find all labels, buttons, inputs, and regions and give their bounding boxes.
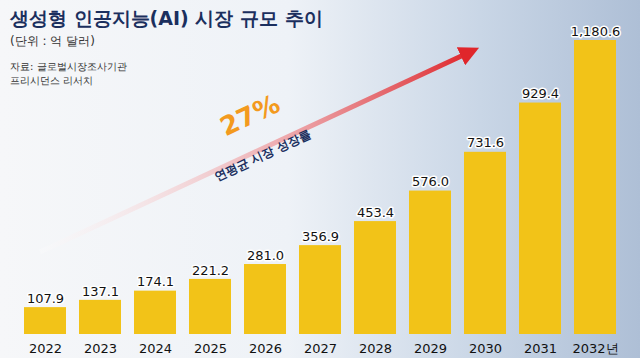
svg-text:576.0: 576.0 xyxy=(412,174,449,189)
html-text:27%: 27% xyxy=(215,88,285,142)
svg-text:929.4: 929.4 xyxy=(522,86,559,101)
svg-text:2024: 2024 xyxy=(139,341,172,356)
svg-text:221.2: 221.2 xyxy=(192,263,229,278)
svg-text:2026: 2026 xyxy=(249,341,282,356)
svg-text:107.9: 107.9 xyxy=(27,291,64,306)
svg-text:2022: 2022 xyxy=(29,341,62,356)
svg-text:2028: 2028 xyxy=(359,341,392,356)
svg-text:281.0: 281.0 xyxy=(247,248,284,263)
svg-text:2025: 2025 xyxy=(194,341,227,356)
svg-text:2029: 2029 xyxy=(414,341,447,356)
svg-text:2031: 2031 xyxy=(524,341,557,356)
svg-text:174.1: 174.1 xyxy=(137,274,174,289)
html-text:(단위 : 억 달러): (단위 : 억 달러) xyxy=(10,34,95,48)
svg-text:2030: 2030 xyxy=(469,341,502,356)
svg-text:137.1: 137.1 xyxy=(82,284,119,299)
svg-text:453.4: 453.4 xyxy=(357,205,394,220)
svg-text:356.9: 356.9 xyxy=(302,229,339,244)
svg-text:731.6: 731.6 xyxy=(467,135,504,150)
svg-text:2032년: 2032년 xyxy=(572,341,618,356)
svg-text:1,180.6: 1,180.6 xyxy=(571,24,621,39)
svg-text:2027: 2027 xyxy=(304,341,337,356)
html-text:생성형 인공지능(AI) 시장 규모 추이: 생성형 인공지능(AI) 시장 규모 추이 xyxy=(10,7,323,29)
svg-text:2023: 2023 xyxy=(84,341,117,356)
html-text:자료: 글로벌시장조사기관 프리시던스 리서치: 자료: 글로벌시장조사기관 프리시던스 리서치 xyxy=(10,61,127,86)
html-text:연평균 시장 성장률: 연평균 시장 성장률 xyxy=(212,126,313,184)
